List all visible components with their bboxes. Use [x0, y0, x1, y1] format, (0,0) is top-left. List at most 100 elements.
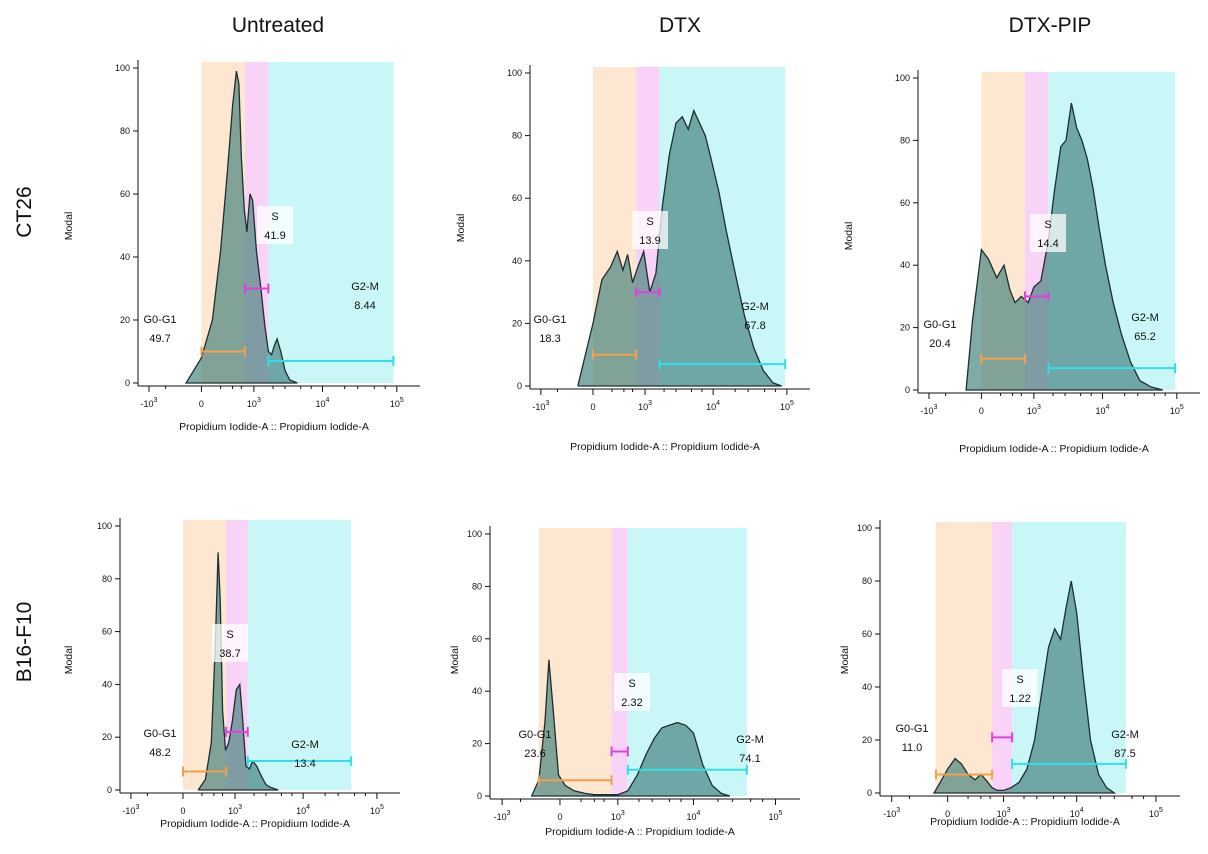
gate-name-label: G2-M — [736, 734, 764, 746]
x-tick-label: 104 — [687, 810, 701, 822]
x-tick-label: 0 — [979, 406, 984, 416]
histogram-panel: G0-G1 23.6 S 2.32 G2-M 74.1 0 20 40 60 80 100 -103 0 1… — [449, 526, 800, 838]
x-tick-label: 0 — [199, 399, 204, 409]
y-tick-label: 100 — [857, 523, 872, 533]
y-tick-label: 80 — [472, 581, 482, 591]
y-tick-label: 80 — [120, 126, 130, 136]
gate-label-box — [212, 624, 248, 662]
x-tick-label: 103 — [1027, 404, 1041, 416]
x-tick-label: 105 — [1149, 807, 1163, 819]
histogram-area — [932, 580, 1117, 794]
y-axis-title: Modal — [839, 646, 851, 675]
gate-percent-label: 65.2 — [1134, 331, 1155, 343]
x-tick-label: 104 — [706, 400, 720, 412]
y-tick-label: 60 — [512, 193, 522, 203]
y-tick-label: 60 — [862, 629, 872, 639]
gate-percent-label: 13.4 — [294, 758, 315, 770]
gate-band-s — [611, 528, 628, 796]
row-title-b16f10: B16-F10 — [13, 601, 36, 683]
x-tick-label: 104 — [1070, 807, 1084, 819]
y-tick-label: 40 — [120, 252, 130, 262]
x-tick-label: 103 — [228, 804, 242, 816]
y-tick-label: 20 — [862, 735, 872, 745]
y-axis-title: Modal — [455, 214, 467, 243]
gate-name-label: G0-G1 — [143, 314, 176, 326]
x-tick-label: 0 — [945, 809, 950, 819]
x-tick-label: -103 — [883, 807, 900, 819]
gate-name-label: G0-G1 — [143, 728, 176, 740]
y-axis-title: Modal — [843, 222, 855, 251]
y-tick-label: 20 — [102, 732, 112, 742]
gate-name-label: S — [271, 211, 278, 223]
gate-band-g2-m — [247, 520, 352, 790]
y-tick-label: 100 — [467, 529, 482, 539]
x-tick-label: -103 — [494, 810, 511, 822]
column-title-untreated: Untreated — [231, 14, 325, 37]
x-axis-title: Propidium Iodide-A :: Propidium Iodide-A — [570, 441, 760, 453]
x-tick-label: 105 — [1170, 404, 1184, 416]
x-tick-label: 0 — [180, 806, 185, 816]
histogram-panel: G0-G1 11.0 S 1.22 G2-M 87.5 0 20 40 60 80 100 -103 0 1… — [839, 520, 1180, 828]
gate-name-label: G0-G1 — [895, 723, 928, 735]
histogram-area — [530, 659, 731, 797]
gate-band-s — [992, 522, 1013, 793]
y-tick-label: 0 — [517, 381, 522, 391]
y-tick-label: 60 — [102, 627, 112, 637]
y-tick-label: 100 — [895, 73, 910, 83]
y-tick-label: 60 — [900, 198, 910, 208]
y-tick-label: 40 — [862, 682, 872, 692]
y-tick-label: 40 — [512, 256, 522, 266]
gate-percent-label: 87.5 — [1114, 748, 1135, 760]
gate-name-label: S — [1044, 219, 1051, 231]
y-tick-label: 100 — [115, 63, 130, 73]
y-tick-label: 80 — [862, 576, 872, 586]
y-axis-title: Modal — [449, 646, 461, 675]
gate-percent-label: 74.1 — [739, 753, 760, 765]
x-tick-label: 105 — [768, 810, 782, 822]
gate-percent-label: 13.9 — [639, 235, 660, 247]
x-tick-label: 103 — [611, 810, 625, 822]
x-axis-title: Propidium Iodide-A :: Propidium Iodide-A — [179, 421, 369, 433]
histogram-area — [577, 108, 782, 387]
histogram-area — [184, 70, 298, 384]
gate-name-label: G2-M — [1131, 312, 1159, 324]
gate-label-box — [614, 673, 650, 711]
gate-percent-label: 41.9 — [264, 230, 285, 242]
gate-band-g0-g1 — [935, 522, 993, 793]
x-tick-label: -103 — [532, 400, 549, 412]
y-tick-label: 80 — [512, 131, 522, 141]
gate-percent-label: 49.7 — [149, 333, 170, 345]
x-tick-label: 103 — [638, 400, 652, 412]
x-axis-title: Propidium Iodide-A :: Propidium Iodide-A — [160, 818, 350, 830]
histogram-panel: G0-G1 48.2 S 38.7 G2-M 13.4 0 20 40 60 80 100 -103 0 1… — [63, 518, 400, 830]
y-tick-label: 80 — [900, 135, 910, 145]
x-tick-label: 103 — [247, 397, 261, 409]
gate-percent-label: 23.6 — [524, 748, 545, 760]
x-tick-label: 104 — [296, 804, 310, 816]
gate-name-label: G2-M — [291, 739, 319, 751]
column-title-dtx-pip: DTX-PIP — [1008, 14, 1092, 37]
y-tick-label: 0 — [905, 385, 910, 395]
y-tick-label: 20 — [512, 318, 522, 328]
y-tick-label: 60 — [120, 189, 130, 199]
gate-label-box — [257, 206, 293, 244]
gate-percent-label: 1.22 — [1009, 693, 1030, 705]
y-tick-label: 40 — [102, 679, 112, 689]
x-tick-label: -103 — [921, 404, 938, 416]
x-axis-title: Propidium Iodide-A :: Propidium Iodide-A — [959, 443, 1149, 455]
gate-label-box — [1002, 669, 1038, 707]
x-tick-label: 105 — [390, 397, 404, 409]
x-axis-title: Propidium Iodide-A :: Propidium Iodide-A — [545, 826, 735, 838]
gate-name-label: S — [226, 629, 233, 641]
y-axis-title: Modal — [63, 212, 75, 241]
gate-percent-label: 20.4 — [929, 338, 950, 350]
gate-name-label: S — [628, 678, 635, 690]
gate-percent-label: 48.2 — [149, 747, 170, 759]
gate-percent-label: 8.44 — [354, 300, 375, 312]
y-tick-label: 20 — [900, 323, 910, 333]
y-tick-label: 80 — [102, 574, 112, 584]
gate-name-label: G2-M — [351, 281, 379, 293]
y-tick-label: 0 — [477, 791, 482, 801]
gate-label-box — [632, 211, 668, 249]
gate-percent-label: 11.0 — [902, 742, 923, 754]
